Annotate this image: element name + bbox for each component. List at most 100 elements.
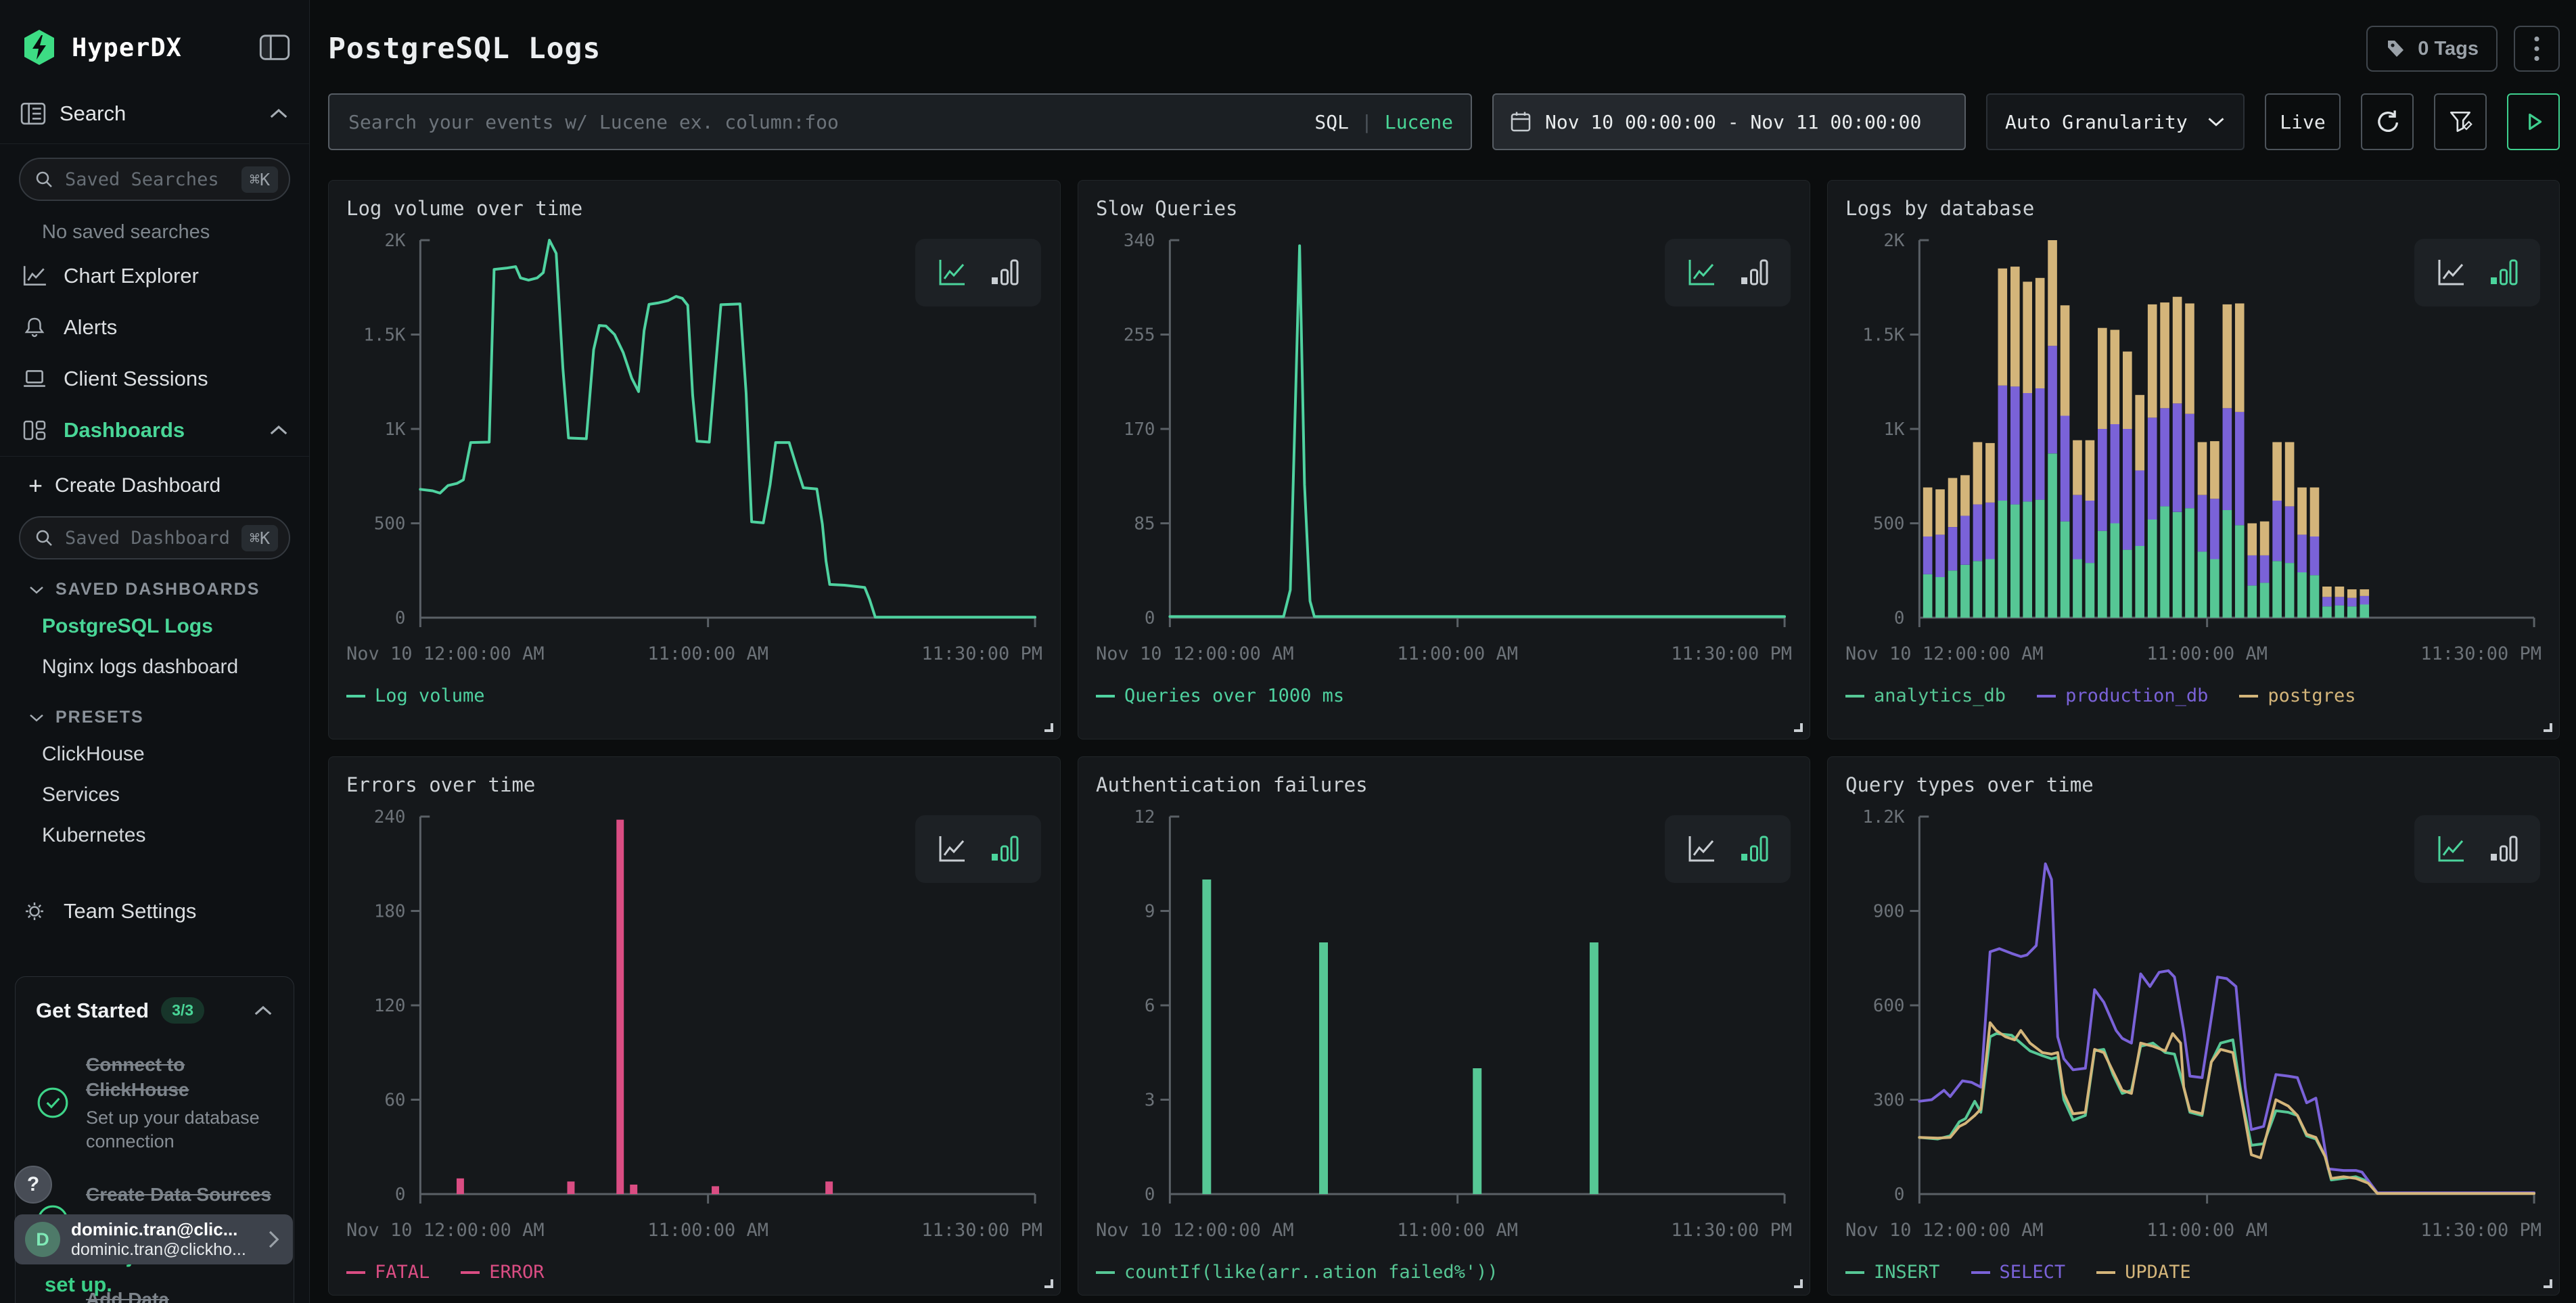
svg-text:12: 12 [1134, 807, 1155, 827]
chevron-down-icon [30, 714, 43, 722]
date-range-value: Nov 10 00:00:00 - Nov 11 00:00:00 [1545, 110, 1922, 133]
event-search-box[interactable]: SQL | Lucene [328, 93, 1472, 150]
progress-badge: 3/3 [161, 997, 205, 1024]
chart-title: Authentication failures [1096, 773, 1368, 796]
resize-grip-icon[interactable] [1044, 723, 1053, 732]
resize-grip-icon[interactable] [1794, 1279, 1803, 1288]
line-view-icon[interactable] [936, 833, 968, 865]
collapse-sidebar-icon[interactable] [259, 34, 290, 61]
chevron-up-icon [270, 425, 288, 435]
sidebar-item-chart-explorer[interactable]: Chart Explorer [0, 250, 309, 302]
filter-button[interactable] [2434, 93, 2487, 150]
user-menu[interactable]: D dominic.tran@clic... dominic.tran@clic… [14, 1214, 293, 1264]
sidebar-item-nginx-logs[interactable]: Nginx logs dashboard [42, 656, 239, 678]
shortcut-badge: ⌘K [241, 166, 278, 193]
saved-dashboards-input[interactable]: ⌘K [19, 516, 290, 559]
chart-title: Query types over time [1845, 773, 2094, 796]
search-icon [36, 171, 52, 187]
svg-text:9: 9 [1145, 901, 1155, 921]
sidebar-item-clickhouse[interactable]: ClickHouse [42, 743, 145, 765]
more-options-button[interactable] [2514, 26, 2560, 72]
svg-text:0: 0 [395, 608, 406, 628]
chart-panel-query-types-over-time: Query types over time 0 300 600 900 1.2K Nov 1… [1827, 756, 2560, 1296]
lucene-mode-toggle[interactable]: Lucene [1384, 110, 1453, 133]
sidebar-item-dashboards[interactable]: Dashboards [0, 405, 309, 456]
user-name: dominic.tran@clic... [71, 1219, 238, 1239]
line-view-icon[interactable] [1685, 833, 1718, 865]
sidebar-item-services[interactable]: Services [42, 783, 120, 806]
chevron-up-icon [270, 108, 288, 118]
saved-searches-field[interactable] [64, 168, 232, 191]
bar-view-icon[interactable] [1738, 256, 1770, 289]
event-search-input[interactable] [347, 110, 1302, 134]
dashboards-grid-icon [20, 419, 49, 442]
bar-view-icon[interactable] [988, 833, 1021, 865]
svg-text:240: 240 [374, 807, 406, 827]
resize-grip-icon[interactable] [1044, 1279, 1053, 1288]
presets-header[interactable]: PRESETS [0, 687, 309, 734]
bar-view-icon[interactable] [2487, 256, 2520, 289]
x-axis-labels: Nov 10 12:00:00 AM 11:00:00 AM 11:30:00 PM [1845, 643, 2542, 664]
bar-view-icon[interactable] [988, 256, 1021, 289]
svg-text:120: 120 [374, 996, 406, 1016]
refresh-button[interactable] [2361, 93, 2414, 150]
charts-grid: Log volume over time 0 500 1K 1.5K 2K Nov 10 1… [328, 180, 2560, 1296]
checklist-item-add-data[interactable]: Add Data Start sending logs, metrics, or… [86, 1289, 169, 1303]
user-email: dominic.tran@clickho... [71, 1240, 246, 1259]
legend-item: SELECT [1971, 1262, 2065, 1283]
chevron-down-icon [2208, 118, 2224, 127]
svg-text:1K: 1K [1883, 419, 1905, 440]
play-icon [2529, 113, 2542, 131]
no-saved-searches: No saved searches [42, 221, 210, 243]
sidebar-item-search[interactable]: Search [0, 84, 309, 143]
resize-grip-icon[interactable] [1794, 723, 1803, 732]
chart-plot: 0 3 6 9 12 [1134, 807, 1786, 1205]
sidebar-item-team-settings[interactable]: Team Settings [0, 886, 309, 937]
line-view-icon[interactable] [2435, 256, 2467, 289]
chart-title: Errors over time [346, 773, 536, 796]
svg-text:0: 0 [1145, 608, 1155, 628]
checklist-item-connect[interactable]: Connect to ClickHouse Set up your databa… [36, 1052, 273, 1153]
sidebar-item-kubernetes[interactable]: Kubernetes [42, 824, 146, 846]
legend-item: production_db [2037, 685, 2208, 706]
line-view-icon[interactable] [1685, 256, 1718, 289]
chart-title: Log volume over time [346, 197, 583, 220]
sidebar-item-client-sessions[interactable]: Client Sessions [0, 353, 309, 405]
bell-icon [20, 315, 49, 340]
chart-title: Slow Queries [1096, 197, 1238, 220]
bar-view-icon[interactable] [2487, 833, 2520, 865]
sql-mode-toggle[interactable]: SQL [1314, 110, 1349, 133]
page-title: PostgreSQL Logs [328, 32, 601, 66]
chart-plot: 0 300 600 900 1.2K [1862, 807, 2536, 1205]
sidebar-item-alerts[interactable]: Alerts [0, 302, 309, 353]
x-axis-labels: Nov 10 12:00:00 AM 11:00:00 AM 11:30:00 PM [346, 643, 1042, 664]
sidebar-item-postgresql-logs[interactable]: PostgreSQL Logs [42, 615, 213, 637]
svg-text:300: 300 [1873, 1090, 1905, 1110]
chart-view-toggle [915, 239, 1041, 306]
chart-plot: 0 500 1K 1.5K 2K [363, 231, 1037, 628]
resize-grip-icon[interactable] [2544, 723, 2552, 732]
chart-title: Logs by database [1845, 197, 2035, 220]
chart-plot: 0 60 120 180 240 [374, 807, 1036, 1205]
legend-item: INSERT [1845, 1262, 1940, 1283]
line-view-icon[interactable] [936, 256, 968, 289]
saved-dashboards-field[interactable] [64, 526, 232, 549]
check-circle-icon [37, 1087, 68, 1118]
live-button[interactable]: Live [2265, 93, 2341, 150]
get-started-header[interactable]: Get Started 3/3 [36, 997, 273, 1024]
run-query-button[interactable] [2507, 93, 2560, 150]
line-view-icon[interactable] [2435, 833, 2467, 865]
saved-dashboards-header[interactable]: SAVED DASHBOARDS [0, 559, 309, 606]
chart-view-toggle [915, 815, 1041, 883]
date-range-picker[interactable]: Nov 10 00:00:00 - Nov 11 00:00:00 [1492, 93, 1966, 150]
legend-item: analytics_db [1845, 685, 2006, 706]
create-dashboard-button[interactable]: + Create Dashboard [28, 472, 221, 499]
granularity-select[interactable]: Auto Granularity [1986, 93, 2245, 150]
tags-button[interactable]: 0 Tags [2366, 26, 2498, 72]
saved-searches-input[interactable]: ⌘K [19, 158, 290, 201]
svg-text:1.5K: 1.5K [363, 325, 406, 345]
bar-view-icon[interactable] [1738, 833, 1770, 865]
help-button[interactable]: ? [14, 1166, 52, 1204]
resize-grip-icon[interactable] [2544, 1279, 2552, 1288]
